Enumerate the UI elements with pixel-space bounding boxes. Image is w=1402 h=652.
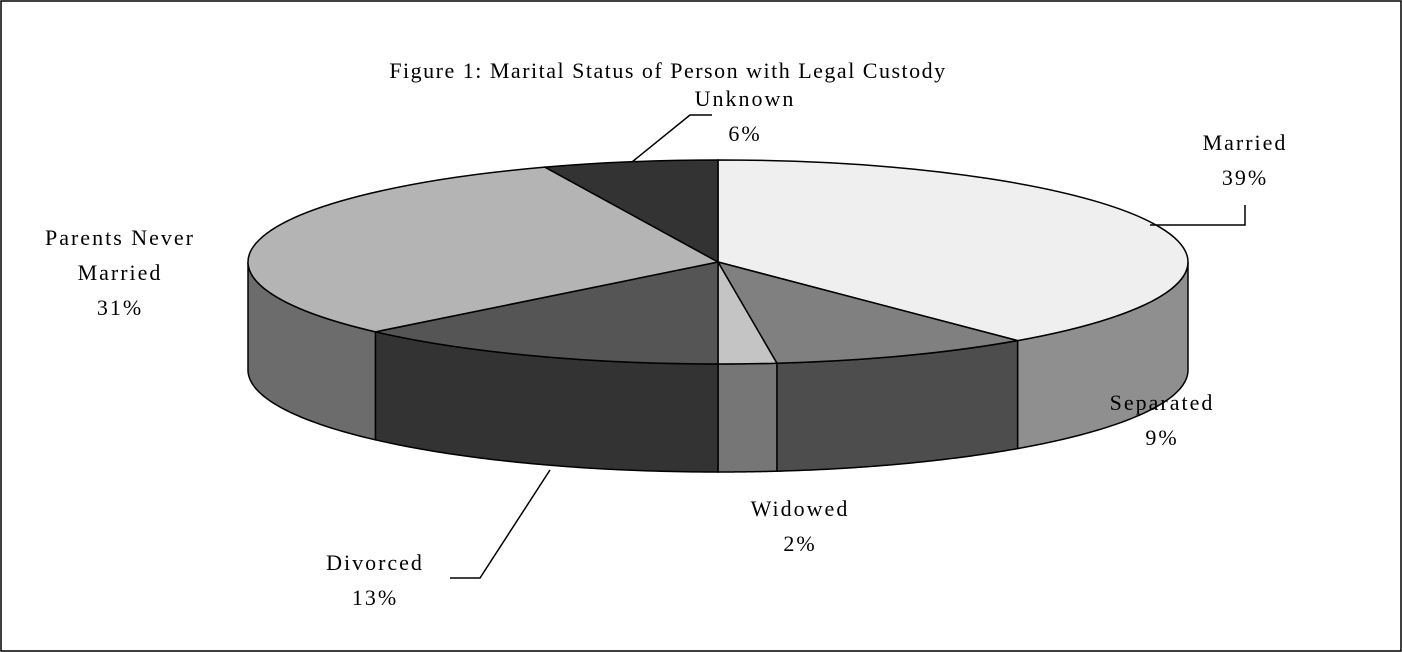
slice-name: Divorced [326,550,424,575]
leader-line [1150,205,1246,226]
slice-name: Widowed [750,496,850,521]
slice-value: 39% [1221,165,1269,190]
slice-side [717,362,778,473]
slice [247,166,721,333]
slice-value: 13% [351,585,399,610]
slice-label: Married 39% [1125,125,1365,195]
slice-value: 6% [728,121,762,146]
slice [716,260,1018,364]
leader-line [450,469,551,579]
slice-name: Separated [1109,390,1215,415]
slice-value: 31% [96,295,144,320]
slice [375,261,719,365]
slice-label: Widowed 2% [680,491,920,561]
slice-name: Married [1202,130,1288,155]
slice-value: 2% [783,531,817,556]
slice-name: Parents Never Married [44,225,195,285]
slice-label: Unknown 6% [625,81,865,151]
slice [542,159,719,264]
slice-label: Parents Never Married 31% [0,220,240,325]
slice-label: Separated 9% [1042,385,1282,455]
chart-title: Figure 1: Marital Status of Person with … [389,58,947,83]
slice-name: Unknown [694,86,796,111]
slice-label: Divorced 13% [255,545,495,615]
leader-line [631,114,712,163]
slice-value: 9% [1145,425,1179,450]
slice [717,159,1189,342]
